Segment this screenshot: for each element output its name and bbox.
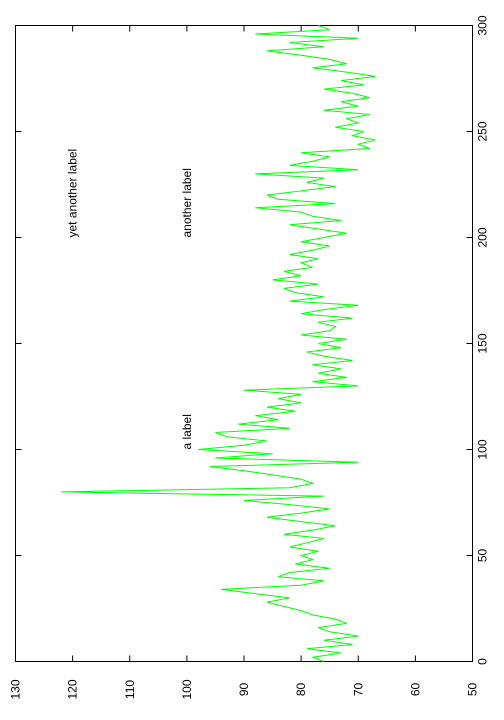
series-layer	[61, 25, 376, 662]
annotation-label: a label	[180, 414, 194, 449]
ticks	[15, 25, 473, 662]
x-tick-label: 150	[476, 333, 490, 353]
y-tick-label: 70	[351, 683, 365, 697]
x-tick-label: 50	[476, 549, 490, 563]
series-line	[61, 25, 376, 662]
y-tick-label: 80	[294, 683, 308, 697]
x-tick-label: 200	[476, 227, 490, 247]
y-tick-label: 120	[66, 679, 80, 699]
y-tick-label: 110	[123, 680, 137, 699]
x-tick-label: 0	[476, 658, 490, 665]
y-tick-label: 90	[237, 683, 251, 697]
y-tick-label: 50	[466, 683, 480, 697]
y-tick-label: 130	[9, 679, 23, 699]
y-tick-label: 100	[180, 679, 194, 699]
x-tick-label: 300	[476, 15, 490, 35]
tick-labels: 0 50 100 150 200 250 300 50 60 70 80 90 100 110 120 130	[9, 15, 490, 699]
annotations: a label another label yet another label	[66, 149, 194, 450]
y-tick-label: 60	[408, 683, 422, 697]
plot-frame	[15, 25, 473, 662]
annotation-label: yet another label	[66, 149, 80, 238]
annotation-label: another label	[180, 168, 194, 237]
x-tick-label: 100	[476, 439, 490, 459]
x-tick-label: 250	[476, 121, 490, 141]
